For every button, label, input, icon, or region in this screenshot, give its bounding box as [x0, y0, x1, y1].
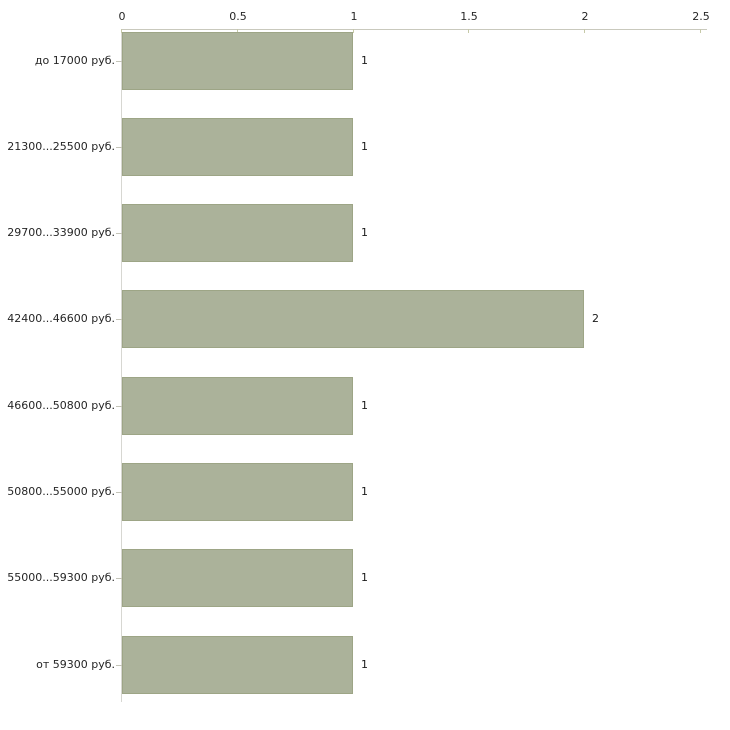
bar: [122, 290, 584, 348]
category-label: 21300...25500 руб.: [7, 140, 115, 153]
bar: [122, 204, 353, 262]
category-label: от 59300 руб.: [36, 658, 115, 671]
x-tick-label: 2.5: [692, 10, 710, 23]
y-tick-mark: [116, 147, 122, 148]
y-tick-mark: [116, 233, 122, 234]
bar: [122, 377, 353, 435]
y-axis-line: [121, 29, 122, 702]
bar: [122, 636, 353, 694]
category-label: 29700...33900 руб.: [7, 226, 115, 239]
x-tick-label: 1.5: [460, 10, 478, 23]
bar: [122, 549, 353, 607]
x-tick-label: 0: [118, 10, 126, 23]
value-label: 2: [592, 312, 599, 325]
x-tick-mark: [700, 29, 701, 33]
x-tick-mark: [121, 29, 122, 33]
bar: [122, 32, 353, 90]
value-label: 1: [361, 54, 368, 67]
y-tick-mark: [116, 665, 122, 666]
y-tick-mark: [116, 406, 122, 407]
value-label: 1: [361, 485, 368, 498]
x-tick-label: 2: [581, 10, 589, 23]
category-label: до 17000 руб.: [34, 54, 115, 67]
category-label: 42400...46600 руб.: [7, 312, 115, 325]
bar: [122, 463, 353, 521]
value-label: 1: [361, 399, 368, 412]
x-tick-mark: [237, 29, 238, 33]
value-label: 1: [361, 140, 368, 153]
y-tick-mark: [116, 578, 122, 579]
x-tick-label: 1: [350, 10, 358, 23]
x-tick-label: 0.5: [229, 10, 247, 23]
y-tick-mark: [116, 492, 122, 493]
value-label: 1: [361, 571, 368, 584]
x-tick-mark: [468, 29, 469, 33]
x-tick-mark: [353, 29, 354, 33]
x-axis-line: [121, 29, 707, 30]
category-label: 55000...59300 руб.: [7, 571, 115, 584]
value-label: 1: [361, 226, 368, 239]
category-label: 46600...50800 руб.: [7, 399, 115, 412]
bar: [122, 118, 353, 176]
y-tick-mark: [116, 61, 122, 62]
y-tick-mark: [116, 319, 122, 320]
value-label: 1: [361, 658, 368, 671]
category-label: 50800...55000 руб.: [7, 485, 115, 498]
x-tick-mark: [584, 29, 585, 33]
